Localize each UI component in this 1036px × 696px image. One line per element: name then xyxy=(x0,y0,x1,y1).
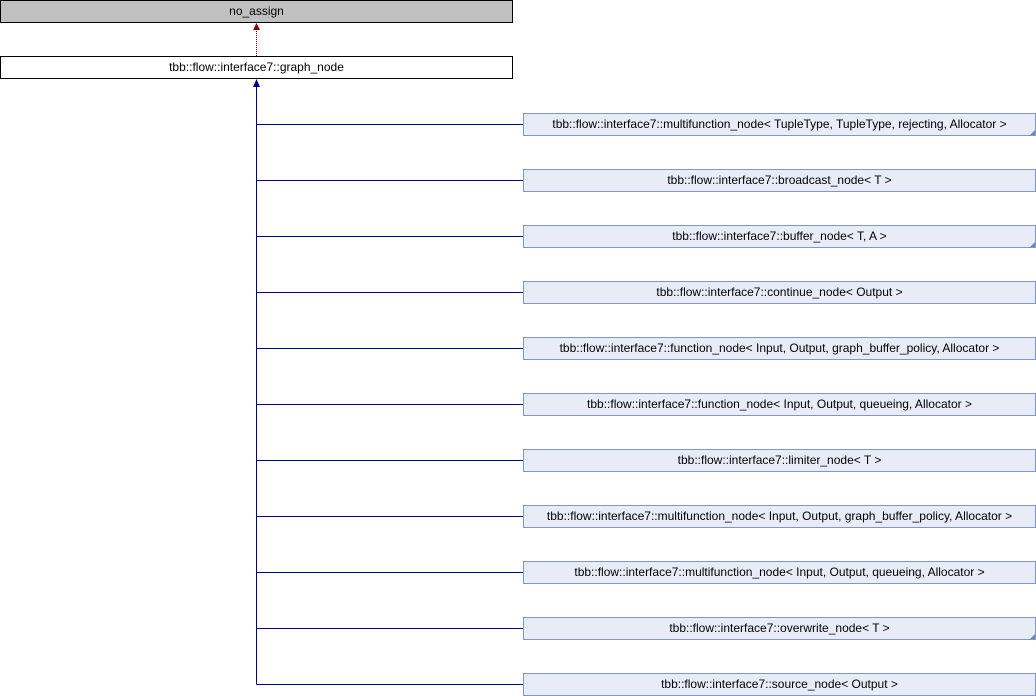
derived-class-box[interactable]: tbb::flow::interface7::overwrite_node< T… xyxy=(523,617,1036,640)
derived-class-label: tbb::flow::interface7::source_node< Outp… xyxy=(661,677,898,691)
derived-class-label: tbb::flow::interface7::multifunction_nod… xyxy=(574,565,985,579)
derived-class-label: tbb::flow::interface7::broadcast_node< T… xyxy=(667,173,892,187)
derived-class-box[interactable]: tbb::flow::interface7::continue_node< Ou… xyxy=(523,281,1036,304)
derived-class-box[interactable]: tbb::flow::interface7::multifunction_nod… xyxy=(523,505,1036,528)
class-no-assign[interactable]: no_assign xyxy=(0,0,513,23)
derived-class-label: tbb::flow::interface7::continue_node< Ou… xyxy=(656,285,903,299)
derived-class-box[interactable]: tbb::flow::interface7::multifunction_nod… xyxy=(523,561,1036,584)
derived-class-label: tbb::flow::interface7::limiter_node< T > xyxy=(677,453,882,467)
derived-class-label: tbb::flow::interface7::overwrite_node< T… xyxy=(669,621,890,635)
derived-class-label: tbb::flow::interface7::function_node< In… xyxy=(559,341,1000,355)
inheritance-arrowhead xyxy=(253,79,260,87)
more-derived-fold-icon xyxy=(1030,634,1035,639)
private-inheritance-arrowhead xyxy=(253,23,260,30)
derived-class-box[interactable]: tbb::flow::interface7::function_node< In… xyxy=(523,337,1036,360)
derived-class-label: tbb::flow::interface7::multifunction_nod… xyxy=(546,509,1013,523)
derived-class-box[interactable]: tbb::flow::interface7::source_node< Outp… xyxy=(523,673,1036,696)
derived-class-box[interactable]: tbb::flow::interface7::function_node< In… xyxy=(523,393,1036,416)
more-derived-fold-icon xyxy=(1030,130,1035,135)
derived-class-label: tbb::flow::interface7::multifunction_nod… xyxy=(552,117,1007,131)
derived-class-label: tbb::flow::interface7::buffer_node< T, A… xyxy=(672,229,887,243)
derived-class-box[interactable]: tbb::flow::interface7::broadcast_node< T… xyxy=(523,169,1036,192)
derived-class-label: tbb::flow::interface7::function_node< In… xyxy=(587,397,972,411)
more-derived-fold-icon xyxy=(1030,242,1035,247)
derived-class-box[interactable]: tbb::flow::interface7::multifunction_nod… xyxy=(523,113,1036,136)
class-graph-node[interactable]: tbb::flow::interface7::graph_node xyxy=(0,56,513,79)
derived-class-box[interactable]: tbb::flow::interface7::buffer_node< T, A… xyxy=(523,225,1036,248)
derived-class-box[interactable]: tbb::flow::interface7::limiter_node< T > xyxy=(523,449,1036,472)
